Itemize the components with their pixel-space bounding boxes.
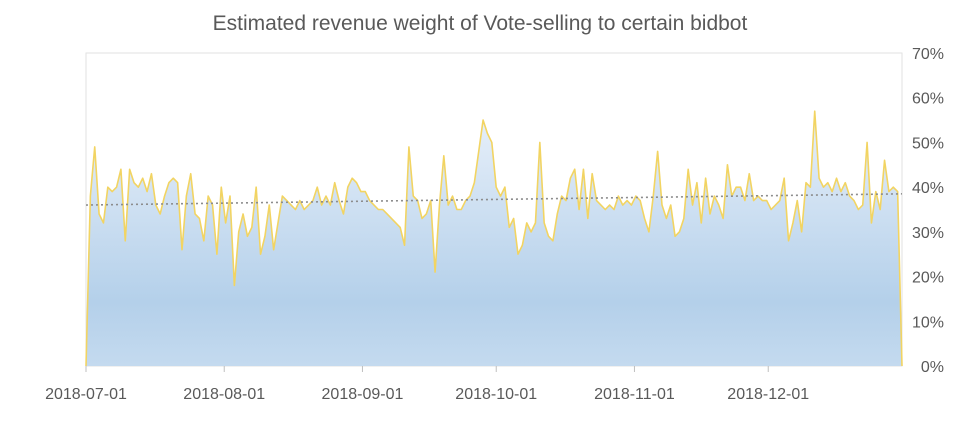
y-tick-label: 40% xyxy=(912,180,944,197)
chart-title: Estimated revenue weight of Vote-selling… xyxy=(212,12,748,35)
x-tick-label: 2018-12-01 xyxy=(727,386,809,403)
series-line xyxy=(85,110,903,367)
area-fill xyxy=(86,111,902,366)
x-tick-label: 2018-11-01 xyxy=(594,386,675,403)
y-tick-label: 60% xyxy=(912,91,944,108)
trend-line xyxy=(85,193,903,206)
y-tick-label: 10% xyxy=(912,314,944,331)
x-tick-label: 2018-07-01 xyxy=(45,386,127,403)
y-tick-label: 0% xyxy=(921,359,944,376)
x-tick-label: 2018-10-01 xyxy=(455,386,537,403)
y-tick-label: 20% xyxy=(912,270,944,287)
y-tick-label: 70% xyxy=(912,46,944,63)
x-tick-label: 2018-08-01 xyxy=(183,386,265,403)
y-tick-label: 50% xyxy=(912,135,944,152)
x-tick-label: 2018-09-01 xyxy=(322,386,404,403)
y-tick-label: 30% xyxy=(912,225,944,242)
